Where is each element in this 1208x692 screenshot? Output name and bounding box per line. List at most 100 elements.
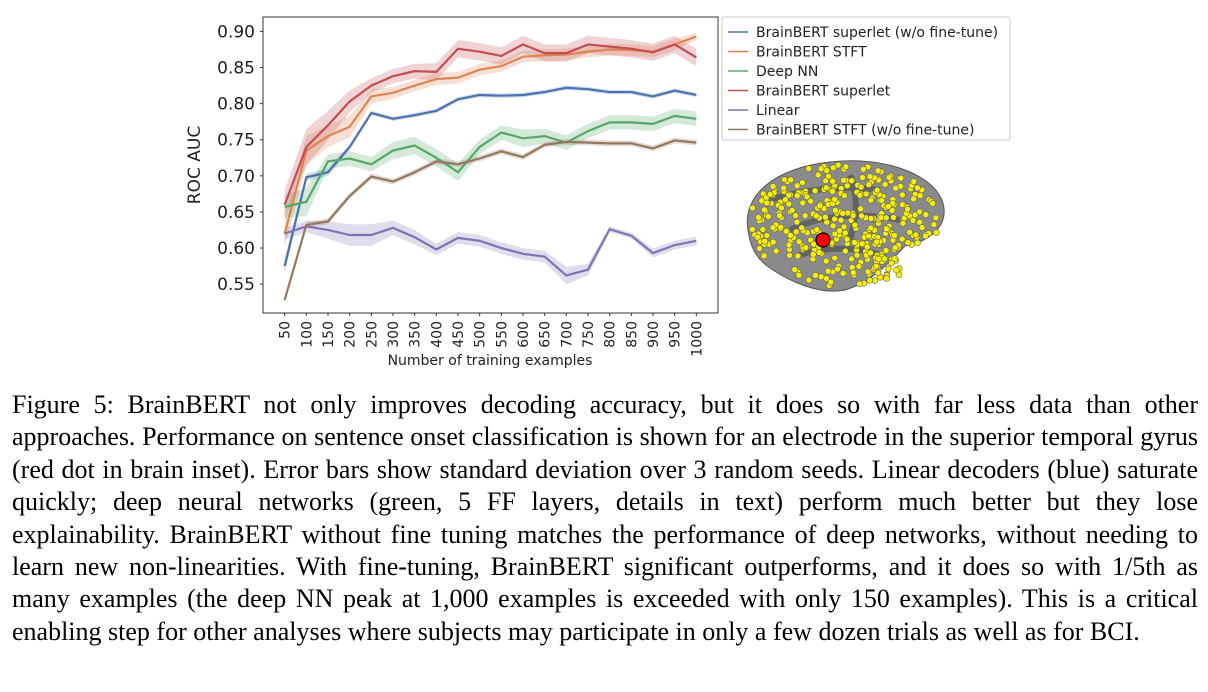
electrode-dot xyxy=(898,235,906,243)
electrode-dot xyxy=(822,213,829,221)
electrode-dot xyxy=(777,223,785,231)
brain-inset xyxy=(746,160,945,292)
series-line xyxy=(283,86,697,267)
error-band xyxy=(284,32,697,249)
electrode-dot xyxy=(801,212,809,219)
electrode-dot xyxy=(822,177,829,185)
electrode-dot xyxy=(769,224,777,231)
electrode-dot xyxy=(781,176,788,183)
y-tick-label: 0.85 xyxy=(217,59,255,79)
electrode-dot xyxy=(755,214,762,221)
electrode-dot xyxy=(857,205,864,213)
electrode-dot xyxy=(815,249,823,256)
legend-label: Linear xyxy=(756,103,800,119)
error-band xyxy=(284,108,697,218)
electrode-dot xyxy=(834,265,841,273)
electrode-dot xyxy=(875,255,882,263)
electrode-dot xyxy=(792,212,799,219)
electrode-dot xyxy=(864,268,872,275)
electrode-dot xyxy=(776,212,783,219)
electrode-dot xyxy=(831,254,838,262)
electrode-dot xyxy=(891,231,898,239)
electrode-dot xyxy=(914,239,921,247)
electrode-dot xyxy=(839,210,847,217)
error-band xyxy=(284,35,697,220)
electrode-dot xyxy=(787,176,794,184)
electrode-dot xyxy=(841,192,848,199)
electrode-dot xyxy=(840,176,847,184)
target-electrode xyxy=(815,232,831,248)
electrode-dot xyxy=(932,214,940,222)
electrode-dot xyxy=(839,270,847,277)
electrode-dot xyxy=(787,232,794,239)
electrode-dot xyxy=(805,276,813,284)
electrode-dot xyxy=(932,229,940,236)
electrode-dot xyxy=(754,233,761,241)
x-tick-label: 250 xyxy=(364,321,380,348)
x-tick-label: 350 xyxy=(408,321,424,348)
electrode-dot xyxy=(822,257,830,265)
electrode-dot xyxy=(813,212,820,220)
series-line xyxy=(284,225,697,277)
electrode-dot xyxy=(873,186,881,194)
electrode-dot xyxy=(785,241,793,249)
electrode-dot xyxy=(891,244,899,251)
electrode-dot xyxy=(823,167,831,174)
x-tick-label: 200 xyxy=(343,321,359,348)
electrode-dot xyxy=(829,222,837,230)
electrode-dot xyxy=(793,192,801,199)
electrode-dot xyxy=(793,218,801,226)
electrode-dot xyxy=(810,240,817,248)
electrode-dot xyxy=(910,195,917,203)
figure: ROC AUC Number of training examples 0.55… xyxy=(185,16,1011,369)
x-tick-label: 650 xyxy=(538,321,554,348)
electrode-dot xyxy=(867,196,875,204)
legend-label: BrainBERT superlet xyxy=(756,84,891,100)
electrode-dot xyxy=(888,259,895,267)
electrode-dot xyxy=(802,244,810,252)
error-band xyxy=(284,137,697,303)
x-tick-label: 400 xyxy=(429,321,445,348)
electrode-dot xyxy=(910,178,918,185)
electrode-dot xyxy=(763,199,770,207)
electrode-dot xyxy=(858,240,866,248)
series-line xyxy=(283,139,697,301)
electrode-dot xyxy=(843,182,851,189)
series-line xyxy=(284,114,697,208)
legend-label: Deep NN xyxy=(756,64,818,80)
x-tick-label: 1000 xyxy=(689,321,705,357)
electrode-dot xyxy=(883,225,890,232)
electrode-dot xyxy=(831,230,839,238)
electrode-dot xyxy=(878,197,885,204)
electrode-dot xyxy=(831,196,838,203)
electrode-dot xyxy=(860,165,867,173)
electrode-dot xyxy=(817,165,825,173)
electrode-dot xyxy=(824,267,832,275)
electrode-dot xyxy=(883,275,890,282)
electrode-dot xyxy=(930,221,938,228)
electrode-dot xyxy=(929,200,936,207)
electrode-dot xyxy=(851,221,859,229)
x-tick-label: 700 xyxy=(559,321,575,348)
electrode-dot xyxy=(786,252,793,259)
electrode-dot xyxy=(866,276,874,284)
electrode-dot xyxy=(792,228,800,236)
electrode-dot xyxy=(841,229,849,237)
x-tick-label: 300 xyxy=(386,321,402,348)
x-tick-label: 100 xyxy=(299,321,315,348)
electrode-dot xyxy=(865,181,873,188)
y-tick-label: 0.60 xyxy=(217,239,255,259)
electrode-dot xyxy=(848,177,855,185)
y-tick-label: 0.55 xyxy=(217,275,255,295)
electrode-dot xyxy=(788,207,796,214)
electrode-dot xyxy=(842,163,850,170)
electrode-dot xyxy=(799,179,806,186)
electrode-dot xyxy=(877,214,885,221)
electrode-dot xyxy=(916,218,924,226)
electrode-dot xyxy=(749,204,756,212)
electrode-dot xyxy=(885,174,893,181)
x-tick-label: 900 xyxy=(646,321,662,348)
electrode-dot xyxy=(863,243,871,251)
electrode-dot xyxy=(918,224,926,231)
